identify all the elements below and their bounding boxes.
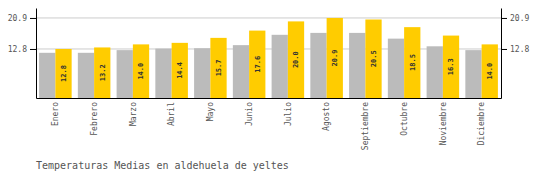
- y-axis: 12.8 20.9: [8, 9, 37, 99]
- bar: [272, 35, 288, 98]
- tick: 12.8: [8, 45, 36, 54]
- tick-label: Abril: [167, 102, 176, 126]
- tick: Diciembre: [477, 102, 486, 146]
- tick: Mayo: [206, 102, 215, 121]
- x-axis: Enero Febrero Marzo Abril Mayo Junio Julio Agos…: [37, 99, 502, 151]
- tick-mark: [501, 18, 507, 19]
- tick-label: Septiembre: [361, 102, 370, 150]
- bar: [55, 49, 71, 98]
- data-label: 20.5: [370, 50, 378, 67]
- bar: [465, 50, 481, 98]
- data-label: 15.7: [215, 60, 223, 77]
- chart: 12.8 13.2 14.0 14.4 15.7 17.6 20.0 20.9 20.5 18.5…: [0, 0, 537, 174]
- bar: [94, 47, 110, 98]
- grid: [36, 18, 501, 49]
- bar: [288, 21, 304, 98]
- data-labels: 12.8 13.2 14.0 14.4 15.7 17.6 20.0 20.9 20.5 18.5…: [60, 50, 494, 82]
- bar: [249, 31, 265, 98]
- bar: [78, 53, 94, 98]
- tick-label: Diciembre: [477, 102, 486, 146]
- data-label: 17.6: [254, 56, 262, 73]
- tick-label: 20.9: [8, 14, 27, 23]
- bar: [133, 44, 149, 98]
- tick-mark: [30, 49, 36, 50]
- tick-label: 12.8: [510, 45, 529, 54]
- plot: 12.8 13.2 14.0 14.4 15.7 17.6 20.0 20.9 20.5 18.5…: [8, 9, 530, 151]
- tick-label: 20.9: [510, 14, 529, 23]
- data-label: 14.4: [176, 62, 184, 79]
- bar: [388, 39, 404, 98]
- axis-line: [37, 98, 502, 99]
- tick-mark: [30, 18, 36, 19]
- grid-line: [36, 17, 501, 18]
- tick-label: Marzo: [129, 102, 138, 126]
- tick-label: Junio: [245, 102, 254, 126]
- data-label: 20.0: [292, 51, 300, 68]
- tick: Noviembre: [439, 102, 448, 146]
- tick: Agosto: [322, 102, 331, 131]
- tick-label: Enero: [51, 102, 60, 126]
- tick: Enero: [51, 102, 60, 126]
- bar: [365, 19, 381, 98]
- bar: [427, 46, 443, 98]
- bar: [327, 18, 343, 98]
- bar: [404, 27, 420, 98]
- bar: [172, 43, 188, 98]
- data-label: 12.8: [60, 65, 68, 82]
- tick: Junio: [245, 102, 254, 126]
- tick: 12.8: [501, 45, 529, 54]
- data-label: 14.0: [486, 63, 494, 80]
- bar: [349, 33, 365, 98]
- tick-label: Julio: [284, 102, 293, 126]
- bar: [155, 49, 171, 98]
- y2-axis: 12.8 20.9: [501, 9, 529, 99]
- axis-line: [501, 9, 502, 99]
- tick: Octubre: [400, 102, 409, 136]
- bar: [482, 44, 498, 98]
- tick-label: Agosto: [322, 102, 331, 131]
- data-label: 14.0: [137, 63, 145, 80]
- bar: [39, 53, 55, 98]
- bar: [233, 45, 249, 98]
- tick-label: Febrero: [90, 102, 99, 136]
- tick: 20.9: [501, 14, 529, 23]
- bar: [194, 48, 210, 98]
- tick: 20.9: [8, 14, 36, 23]
- tick: Febrero: [90, 102, 99, 136]
- bars: [39, 18, 498, 98]
- tick-label: Mayo: [206, 102, 215, 121]
- data-label: 18.5: [409, 54, 417, 71]
- tick: Abril: [167, 102, 176, 126]
- data-label: 20.9: [331, 50, 339, 67]
- tick-label: Octubre: [400, 102, 409, 136]
- tick: Marzo: [129, 102, 138, 126]
- tick-mark: [501, 49, 507, 50]
- title: Temperaturas Medias en aldehuela de yelt…: [36, 160, 289, 171]
- data-label: 13.2: [99, 64, 107, 81]
- tick: Septiembre: [361, 102, 370, 150]
- bar: [117, 50, 133, 98]
- bar: [310, 33, 326, 98]
- tick: Julio: [284, 102, 293, 126]
- data-label: 16.3: [447, 58, 455, 75]
- bar: [210, 38, 226, 98]
- axis-line: [36, 9, 37, 99]
- tick-label: Noviembre: [439, 102, 448, 146]
- tick-label: 12.8: [8, 45, 27, 54]
- bar: [443, 36, 459, 98]
